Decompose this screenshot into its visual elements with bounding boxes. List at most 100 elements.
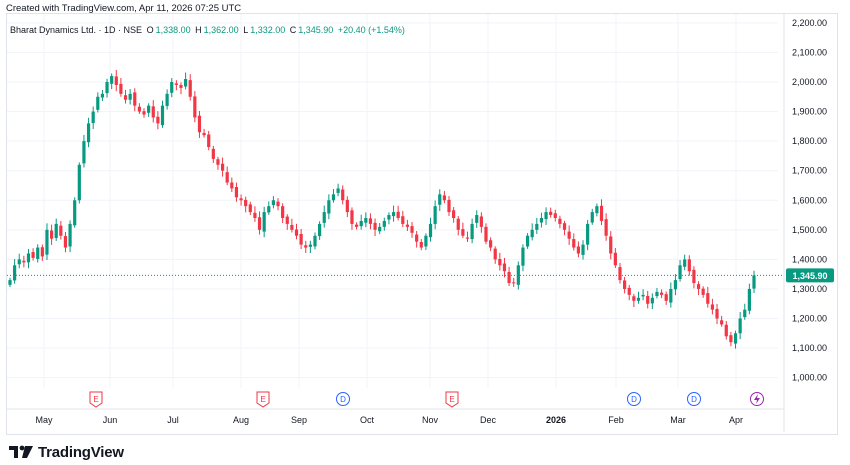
candle-body [646, 295, 650, 304]
candle-body [632, 296, 636, 301]
candle-body [604, 219, 608, 236]
dividend-marker-icon[interactable]: D [627, 392, 641, 406]
tradingview-logo-text[interactable]: TradingView [38, 443, 124, 461]
candle-body [345, 199, 349, 213]
dividend-marker-icon[interactable]: D [687, 392, 701, 406]
candle-body [257, 217, 262, 230]
y-tick-label: 1,800.00 [792, 136, 827, 146]
candle-body [253, 212, 257, 218]
earnings-marker-icon[interactable]: E [256, 391, 270, 408]
candle-body [54, 223, 58, 238]
earnings-marker-icon[interactable]: E [445, 391, 459, 408]
candle-body [318, 223, 322, 237]
y-tick-label: 2,000.00 [792, 77, 827, 87]
candle-body [493, 248, 497, 260]
candle-body [327, 200, 331, 214]
candle-body [294, 229, 299, 236]
x-tick-label: Jul [167, 415, 179, 425]
open-value: 1,338.00 [155, 25, 191, 35]
candle-body [91, 111, 95, 124]
candle-body [31, 252, 35, 258]
candle-body [424, 235, 428, 247]
candle-body [391, 212, 396, 217]
candle-body [17, 259, 21, 265]
dividend-marker-icon[interactable]: D [336, 392, 350, 406]
candle-body [86, 123, 91, 143]
y-tick-label: 1,100.00 [792, 343, 827, 353]
candle-body [225, 172, 229, 183]
candle-body [73, 200, 77, 226]
candle-body [119, 83, 123, 94]
candle-body [701, 288, 705, 295]
candle-body [123, 95, 128, 100]
y-tick-label: 1,700.00 [792, 166, 827, 176]
svg-text:E: E [93, 395, 98, 404]
candle-body [331, 194, 336, 201]
x-tick-label: Aug [233, 415, 249, 425]
x-tick-label: Dec [480, 415, 497, 425]
chart-header: Created with TradingView.com, Apr 11, 20… [0, 0, 850, 14]
close-value: 1,345.90 [298, 25, 334, 35]
last-price-text: 1,345.90 [792, 271, 827, 281]
x-tick-label: Oct [360, 415, 375, 425]
candle-body [114, 76, 118, 85]
candle-body [438, 194, 442, 205]
candle-body [659, 292, 664, 295]
candle-body [576, 246, 580, 254]
candle-body [382, 220, 386, 227]
candle-body [202, 132, 206, 136]
candle-body [562, 223, 567, 230]
candle-body [525, 235, 530, 247]
candle-body [77, 164, 81, 201]
candle-body [470, 223, 474, 240]
candle-body [618, 267, 622, 281]
candle-body [673, 280, 678, 290]
candle-body [442, 195, 446, 201]
candle-body [669, 288, 673, 303]
candle-body [724, 324, 728, 337]
created-with-text: Created with TradingView.com, Apr 11, 20… [6, 3, 242, 14]
candle-body [433, 206, 437, 224]
candle-body [211, 148, 215, 159]
candle-body [267, 206, 271, 213]
symbol-legend: Bharat Dynamics Ltd. · 1D · NSE O 1,338.0… [10, 25, 407, 35]
candle-body [373, 222, 377, 230]
candle-body [539, 218, 544, 223]
candle-body [308, 244, 312, 247]
candle-body [720, 320, 724, 325]
low-value: 1,332.00 [250, 25, 286, 35]
price-chart[interactable]: 2,200.00 2,100.00 2,000.00 1,900.00 1,800.00… [0, 0, 850, 436]
candle-body [220, 163, 225, 171]
symbol-name: Bharat Dynamics Ltd. · 1D · NSE [10, 25, 143, 35]
earnings-marker-icon[interactable]: E [89, 391, 103, 408]
candle-body [428, 223, 433, 238]
candle-body [692, 269, 696, 284]
candle-body [613, 252, 617, 266]
candle-body [105, 82, 109, 94]
candle-body [650, 297, 654, 304]
high-label: H [195, 25, 202, 35]
candle-body [599, 205, 604, 221]
candle-body [535, 223, 539, 230]
svg-text:D: D [631, 395, 637, 404]
candle-body [290, 224, 294, 230]
y-tick-label: 1,900.00 [792, 107, 827, 117]
svg-text:E: E [260, 395, 265, 404]
footer: TradingView [8, 441, 124, 463]
candle-body [133, 92, 137, 106]
candle-body [193, 96, 197, 118]
candle-body [151, 106, 155, 118]
candle-body [636, 297, 641, 301]
candle-body [581, 244, 585, 255]
candle-body [82, 141, 86, 164]
candle-body [40, 247, 44, 257]
change-value: +20.40 (+1.54%) [337, 25, 405, 35]
high-value: 1,362.00 [203, 25, 239, 35]
candle-body [128, 93, 132, 100]
last-price-tag [786, 268, 834, 283]
candle-body [396, 211, 400, 218]
candle-body [405, 224, 410, 227]
candle-body [743, 309, 747, 318]
split-marker-icon[interactable] [750, 392, 764, 406]
x-tick-label: Mar [670, 415, 686, 425]
